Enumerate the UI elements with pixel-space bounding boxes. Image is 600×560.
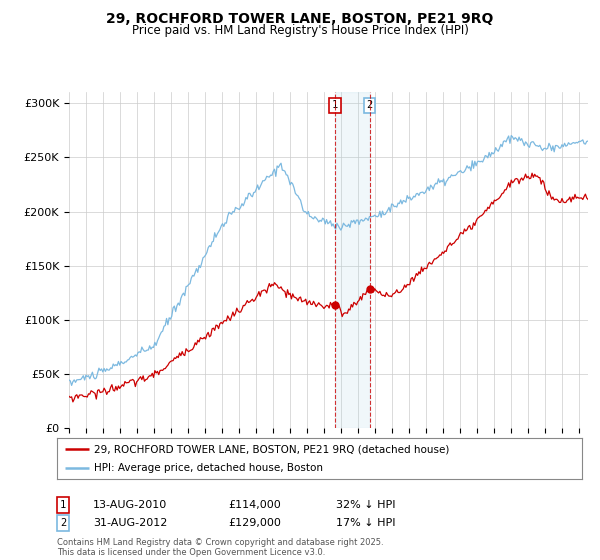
Text: £114,000: £114,000 xyxy=(228,500,281,510)
Text: HPI: Average price, detached house, Boston: HPI: Average price, detached house, Bost… xyxy=(94,463,323,473)
Bar xyxy=(335,92,370,428)
Text: 31-AUG-2012: 31-AUG-2012 xyxy=(93,518,167,528)
Text: 32% ↓ HPI: 32% ↓ HPI xyxy=(336,500,395,510)
Text: 17% ↓ HPI: 17% ↓ HPI xyxy=(336,518,395,528)
Text: 29, ROCHFORD TOWER LANE, BOSTON, PE21 9RQ: 29, ROCHFORD TOWER LANE, BOSTON, PE21 9R… xyxy=(106,12,494,26)
Text: Contains HM Land Registry data © Crown copyright and database right 2025.
This d: Contains HM Land Registry data © Crown c… xyxy=(57,538,383,557)
Text: 1: 1 xyxy=(60,500,66,510)
Text: £129,000: £129,000 xyxy=(228,518,281,528)
Text: 1: 1 xyxy=(332,100,338,110)
Text: 13-AUG-2010: 13-AUG-2010 xyxy=(93,500,167,510)
Text: Price paid vs. HM Land Registry's House Price Index (HPI): Price paid vs. HM Land Registry's House … xyxy=(131,24,469,36)
Text: 2: 2 xyxy=(367,100,373,110)
Text: 29, ROCHFORD TOWER LANE, BOSTON, PE21 9RQ (detached house): 29, ROCHFORD TOWER LANE, BOSTON, PE21 9R… xyxy=(94,445,449,454)
Text: 2: 2 xyxy=(60,518,66,528)
